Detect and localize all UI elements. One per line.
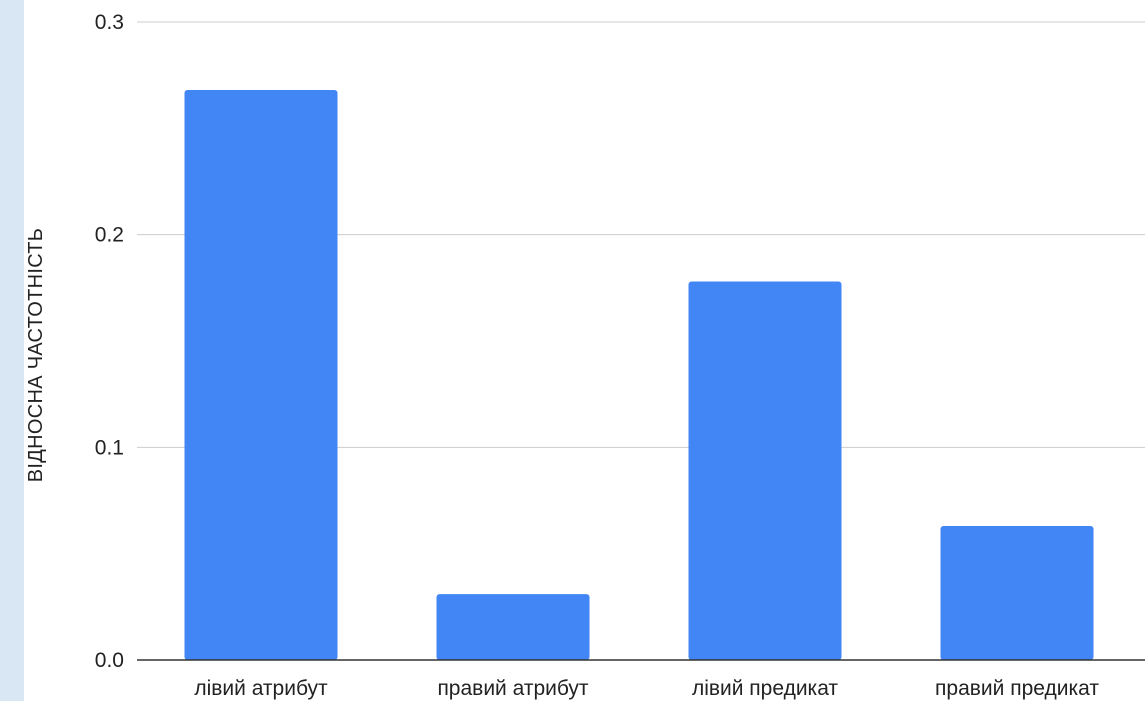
bar <box>688 281 842 660</box>
x-category-label: лівий предикат <box>692 677 838 700</box>
x-category-label: лівий атрибут <box>194 677 328 700</box>
bar <box>436 594 590 660</box>
x-category-label: правий предикат <box>935 677 1099 700</box>
bar <box>940 526 1094 660</box>
x-category-label: правий атрибут <box>437 677 588 700</box>
y-tick-label: 0.1 <box>95 436 124 459</box>
y-axis-label: ВІДНОСНА ЧАСТОТНІСТЬ <box>25 228 47 482</box>
y-tick-label: 0.0 <box>95 649 124 672</box>
bars <box>184 90 1094 660</box>
side-strip <box>0 0 24 701</box>
x-category-labels: лівий атрибут правий атрибут лівий предика… <box>194 677 1099 700</box>
y-tick-label: 0.2 <box>95 224 124 247</box>
y-tick-labels: 0.0 0.1 0.2 0.3 <box>95 11 124 672</box>
y-tick-label: 0.3 <box>95 11 124 34</box>
bar <box>184 90 338 660</box>
